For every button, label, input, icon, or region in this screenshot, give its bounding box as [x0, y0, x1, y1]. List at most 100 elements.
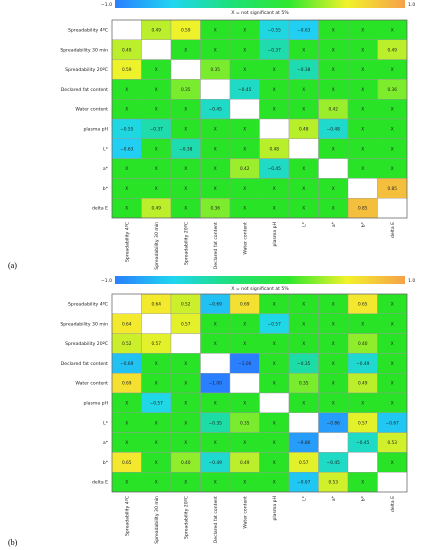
column-label: L* — [301, 495, 307, 501]
cell-value-label: 0.85 — [358, 206, 368, 212]
heatmap-cell — [111, 19, 142, 40]
heatmap-cell — [347, 178, 378, 199]
cell-value-label: X — [125, 166, 128, 172]
legend-max-label: 1.0 — [408, 278, 415, 284]
cell-value-label: −1.00 — [238, 361, 251, 367]
cell-value-label: X — [273, 107, 276, 113]
cell-value-label: X — [155, 186, 158, 192]
row-label: Declared fat content — [61, 361, 108, 367]
cell-value-label: 0.49 — [240, 460, 250, 466]
cell-value-label: X — [243, 440, 246, 446]
row-label: L* — [103, 420, 109, 426]
cell-value-label: X — [273, 440, 276, 446]
cell-value-label: 0.57 — [358, 420, 368, 426]
cell-value-label: 0.49 — [358, 381, 368, 387]
cell-value-label: 0.59 — [181, 28, 191, 34]
column-label: Water content — [242, 222, 248, 255]
cell-value-label: X — [361, 321, 364, 327]
cell-value-label: −0.45 — [209, 107, 222, 113]
row-label: a* — [103, 166, 109, 172]
cell-value-label: X — [155, 87, 158, 93]
cell-value-label: X — [273, 302, 276, 308]
cell-value-label: X — [361, 127, 364, 133]
row-label: Water content — [75, 107, 108, 113]
heatmap-cell — [229, 373, 260, 394]
cell-value-label: X — [214, 166, 217, 172]
cell-value-label: X — [214, 341, 217, 347]
column-label: plasma pH — [272, 496, 278, 521]
cell-value-label: 0.36 — [210, 206, 220, 212]
cell-value-label: 0.35 — [299, 381, 309, 387]
cell-value-label: X — [273, 361, 276, 367]
cell-value-label: 0.53 — [387, 440, 397, 446]
cell-value-label: X — [332, 47, 335, 53]
cell-value-label: X — [332, 67, 335, 73]
column-label: a* — [331, 221, 337, 227]
heatmap-panel-1: −1.0 1.0 X = not significant at 5% 0.49 0.59… — [8, 0, 415, 270]
cell-value-label: X — [125, 107, 128, 113]
cell-value-label: 0.40 — [181, 460, 191, 466]
cell-value-label: X — [155, 146, 158, 152]
legend-min-label: −1.0 — [101, 2, 112, 8]
cell-value-label: X — [184, 440, 187, 446]
cell-value-label: X — [214, 401, 217, 407]
cell-value-label: X — [391, 401, 394, 407]
cell-value-label: X — [155, 381, 158, 387]
column-label: Declared fat content — [213, 222, 219, 269]
cell-value-label: 0.49 — [387, 47, 397, 53]
cell-value-label: X — [155, 107, 158, 113]
cell-value-label: X — [391, 166, 394, 172]
cell-value-label: 0.35 — [210, 67, 220, 73]
cell-value-label: 0.42 — [240, 166, 250, 172]
heatmap-cell — [200, 353, 231, 374]
cell-value-label: X — [243, 146, 246, 152]
heatmap-cell — [318, 432, 349, 453]
cell-value-label: X — [391, 381, 394, 387]
cell-value-label: X — [214, 28, 217, 34]
cell-value-label: X — [184, 480, 187, 486]
cell-value-label: X — [302, 341, 305, 347]
cell-value-label: X — [391, 302, 394, 308]
cell-value-label: 0.35 — [240, 420, 250, 426]
heatmap-cell — [229, 98, 260, 120]
legend-note: X = not significant at 5% — [231, 286, 289, 292]
cell-value-label: 0.35 — [181, 87, 191, 93]
cell-value-label: −0.67 — [386, 420, 399, 426]
heatmap-cell — [318, 158, 349, 179]
cell-value-label: X — [361, 146, 364, 152]
heatmap-cell — [288, 412, 319, 433]
cell-value-label: 0.57 — [181, 321, 191, 327]
heatmap-frame — [111, 293, 408, 493]
cell-value-label: X — [184, 381, 187, 387]
row-label: Water content — [75, 381, 108, 387]
column-label: Declared fat content — [213, 496, 219, 543]
column-label: Water content — [242, 496, 248, 529]
cell-value-label: X — [125, 186, 128, 192]
heatmap-cell — [377, 472, 408, 493]
cell-value-label: X — [302, 206, 305, 212]
cell-value-label: X — [125, 440, 128, 446]
cell-value-label: 0.49 — [122, 47, 132, 53]
row-label: plasma pH — [83, 127, 108, 133]
cell-value-label: X — [214, 146, 217, 152]
cell-value-label: X — [361, 107, 364, 113]
cell-value-label: X — [391, 28, 394, 34]
cell-value-label: −0.45 — [327, 460, 340, 466]
cell-value-label: X — [125, 420, 128, 426]
cell-value-label: X — [332, 361, 335, 367]
cell-value-label: 0.52 — [181, 302, 191, 308]
cell-value-label: X — [273, 420, 276, 426]
cell-value-label: X — [184, 107, 187, 113]
cell-value-label: X — [243, 28, 246, 34]
cell-value-label: 0.53 — [328, 480, 338, 486]
cell-value-label: 0.64 — [151, 302, 161, 308]
cell-value-label: X — [155, 460, 158, 466]
cell-value-label: X — [361, 67, 364, 73]
cell-value-label: X — [302, 401, 305, 407]
cell-value-label: X — [184, 206, 187, 212]
cell-value-label: X — [391, 107, 394, 113]
cell-value-label: −0.38 — [297, 67, 310, 73]
color-scale-legend: −1.0 1.0 X = not significant at 5% — [101, 0, 415, 16]
cell-value-label: X — [391, 146, 394, 152]
cell-value-label: X — [332, 146, 335, 152]
